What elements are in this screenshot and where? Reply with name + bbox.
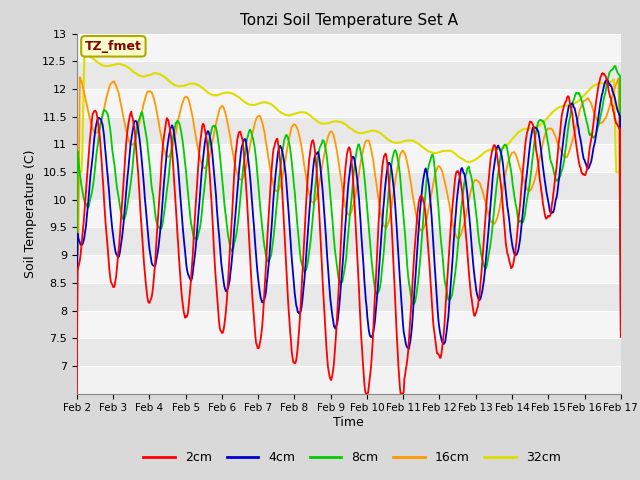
Text: TZ_fmet: TZ_fmet	[85, 40, 142, 53]
Title: Tonzi Soil Temperature Set A: Tonzi Soil Temperature Set A	[240, 13, 458, 28]
Bar	[77, 89, 621, 117]
Bar	[77, 311, 621, 338]
Bar	[77, 200, 621, 228]
Bar	[77, 61, 621, 89]
Bar	[77, 117, 621, 144]
Bar	[77, 172, 621, 200]
Bar	[77, 144, 621, 172]
Bar	[77, 228, 621, 255]
Bar	[77, 283, 621, 311]
Legend: 2cm, 4cm, 8cm, 16cm, 32cm: 2cm, 4cm, 8cm, 16cm, 32cm	[138, 446, 566, 469]
X-axis label: Time: Time	[333, 416, 364, 429]
Bar	[77, 34, 621, 61]
Bar	[77, 338, 621, 366]
Bar	[77, 255, 621, 283]
Y-axis label: Soil Temperature (C): Soil Temperature (C)	[24, 149, 36, 278]
